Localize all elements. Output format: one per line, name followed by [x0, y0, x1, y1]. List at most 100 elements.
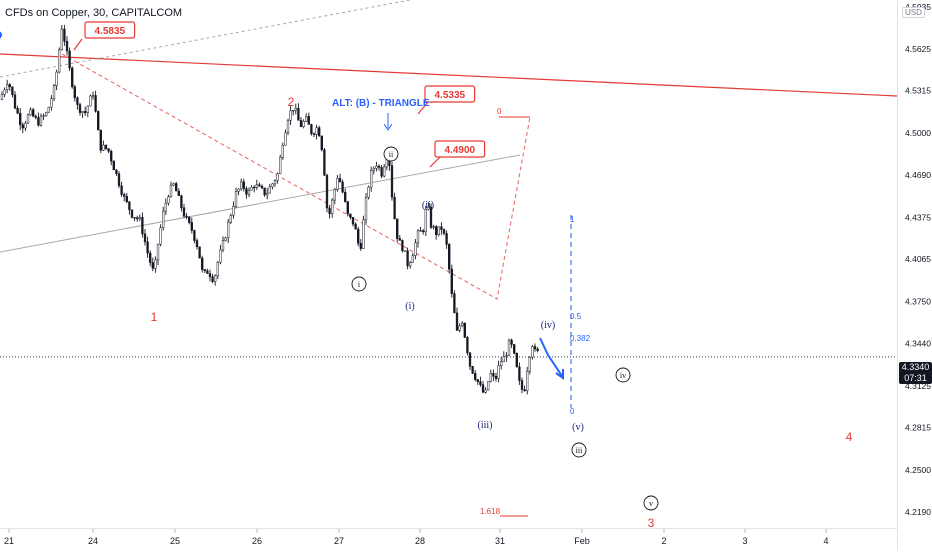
price-axis[interactable]: 4.59354.56254.53154.50004.46904.43754.40… [897, 0, 932, 550]
candle-body [193, 230, 196, 241]
candle-body [484, 389, 487, 393]
candle-body [468, 352, 472, 367]
candle-body [359, 243, 362, 249]
candle-body [393, 196, 396, 220]
candle-body [240, 181, 243, 190]
wave-iv-circled-text: iv [620, 371, 626, 380]
candle-body [123, 194, 126, 197]
candle-body [497, 365, 500, 379]
wave-iii-circled-circle [571, 442, 587, 458]
time-axis[interactable]: 21 24 25 26 27 28 31 Feb 2 3 4 [0, 528, 897, 551]
candle-body [318, 127, 321, 137]
triangle-projection-dashed [61, 53, 531, 300]
wave-v-paren-label: (v) [572, 422, 584, 433]
candle-body [39, 115, 43, 126]
price-axis-svg: 4.59354.56254.53154.50004.46904.43754.40… [905, 2, 931, 517]
price-chart-svg[interactable]: 4.5835 4.5335 4.4900 0 ALT: (B) - TRIANGLE 1 2… [0, 0, 897, 528]
candle-body [533, 346, 537, 350]
candle-body [435, 226, 438, 235]
candle-body [237, 188, 240, 192]
candle-body [510, 339, 513, 345]
candle-body [19, 112, 22, 126]
time-tick-label: 31 [495, 536, 505, 546]
wave-ii-circled-circle [383, 146, 399, 162]
candle-body [234, 191, 238, 207]
fib-05-label: 0.5 [570, 312, 582, 321]
candle-body [346, 201, 349, 215]
price-tick-label: 4.5315 [905, 86, 931, 96]
candle-body [84, 111, 87, 113]
candle-body [8, 84, 11, 88]
candle-body [440, 226, 443, 230]
candle-body [112, 160, 115, 171]
candle-body [136, 217, 139, 220]
candle-body [203, 269, 206, 272]
wave-i-paren-label: (i) [405, 301, 414, 312]
candle-body [349, 213, 352, 218]
candle-body [208, 273, 212, 278]
candle-body [333, 189, 336, 201]
candle-body [281, 144, 284, 158]
candle-body [292, 109, 295, 112]
time-tick-label: 4 [823, 536, 828, 546]
wave-ii-circled-text: ii [389, 150, 394, 159]
candle-body [211, 276, 214, 282]
candle-body [398, 238, 401, 241]
candle-body [201, 257, 204, 270]
high-label-leader [73, 38, 83, 51]
candle-body [164, 202, 167, 212]
candle-body [331, 199, 334, 214]
candle-body [125, 196, 128, 202]
alt-triangle-label: ALT: (B) - TRIANGLE [332, 98, 430, 109]
left-edge-marker [0, 31, 2, 39]
candle-body [328, 207, 331, 214]
candle-body [416, 230, 420, 244]
candle-body [221, 240, 225, 251]
candle-body [302, 120, 305, 128]
fib-1618-label: 1.618 [480, 507, 501, 516]
candle-body [453, 293, 456, 314]
time-tick-label: Feb [574, 536, 590, 546]
candle-body [411, 255, 414, 263]
candle-body [0, 94, 4, 100]
candle-body [310, 124, 313, 135]
candle-body [336, 178, 339, 190]
high-label-box [84, 21, 136, 39]
candle-body [104, 144, 108, 149]
candle-body [276, 173, 279, 181]
candle-body [99, 129, 102, 151]
candle-body [172, 183, 175, 186]
currency-badge[interactable]: USD [902, 7, 925, 18]
candle-body [362, 219, 365, 249]
candle-body [401, 240, 404, 252]
candle-body [190, 222, 193, 231]
candle-body [52, 85, 56, 99]
time-tick-label: 28 [415, 536, 425, 546]
candle-body [266, 192, 269, 196]
candle-body [458, 325, 461, 331]
candle-body [481, 384, 485, 393]
candle-body [169, 184, 173, 198]
candle-body [354, 223, 357, 230]
candle-body [442, 229, 446, 234]
gray-lower-trendline [0, 154, 521, 253]
candle-body [297, 107, 300, 121]
candle-body [182, 207, 186, 217]
candle-body [60, 28, 63, 51]
candle-body [133, 217, 136, 219]
candle-body [45, 112, 48, 116]
candle-body [91, 95, 95, 97]
candle-body [263, 187, 266, 196]
candle-body [32, 109, 35, 117]
candle-body [94, 95, 97, 112]
candle-body [68, 50, 71, 69]
candle-body [229, 215, 232, 223]
candle-body [245, 188, 248, 195]
candle-body [149, 252, 152, 263]
candle-body [102, 144, 105, 151]
candle-body [143, 233, 147, 243]
candle-body [271, 183, 274, 188]
candle-body [180, 195, 183, 209]
candle-body [71, 67, 74, 88]
